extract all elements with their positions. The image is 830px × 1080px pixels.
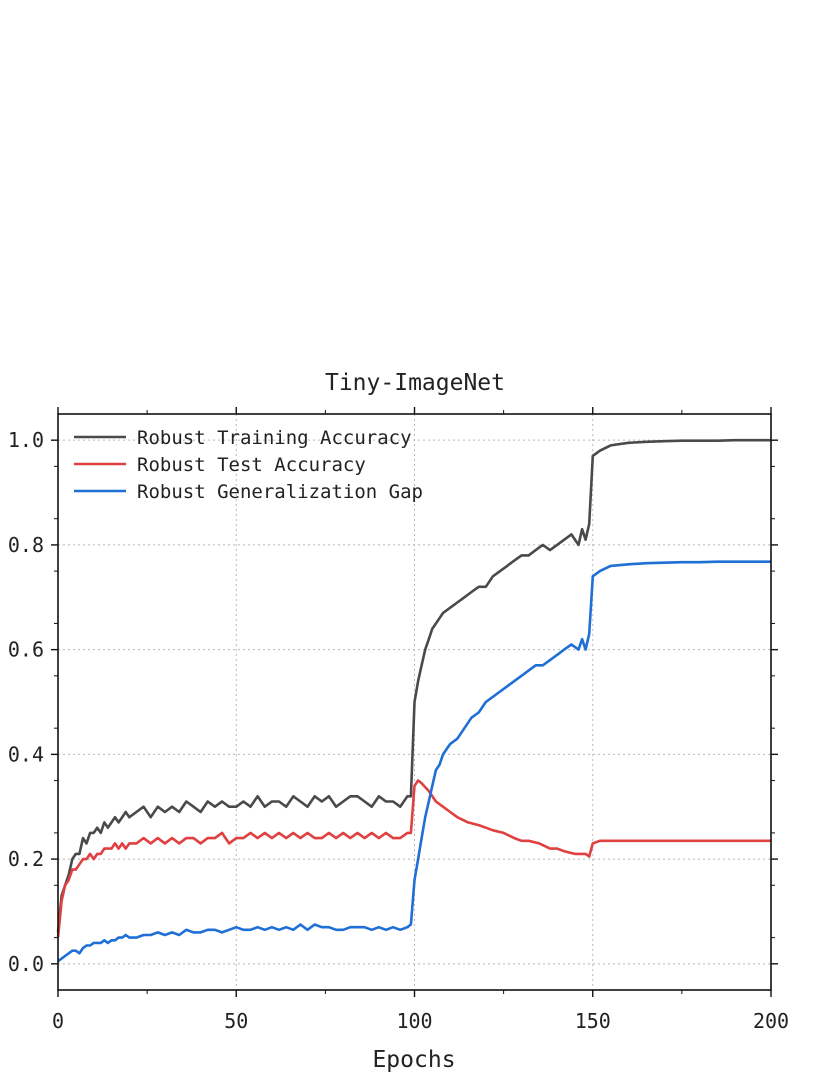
y-tick-label: 0.2 (8, 847, 44, 871)
x-axis-label: Epochs (372, 1047, 455, 1073)
series-lines (56, 438, 771, 963)
y-tick-label: 0.6 (8, 638, 44, 662)
training-accuracy-line (56, 438, 771, 933)
y-tick-label: 0.8 (8, 533, 44, 557)
x-tick-label: 50 (224, 1009, 248, 1033)
legend: Robust Training Accuracy Robust Test Accu… (74, 427, 423, 503)
x-tick-label: 100 (396, 1009, 432, 1033)
x-tick-label: 200 (753, 1009, 789, 1033)
generalization-gap-line (57, 560, 771, 963)
legend-label: Robust Test Accuracy (137, 454, 366, 476)
legend-label: Robust Training Accuracy (137, 427, 412, 449)
y-tick-label: 1.0 (8, 428, 44, 452)
legend-item-test: Robust Test Accuracy (74, 454, 366, 476)
x-tick-label: 0 (52, 1009, 64, 1033)
y-tick-label: 0.0 (8, 952, 44, 976)
chart-title: Tiny-ImageNet (325, 370, 505, 396)
legend-item-gap: Robust Generalization Gap (74, 481, 423, 503)
y-tick-label: 0.4 (8, 742, 44, 766)
legend-item-training: Robust Training Accuracy (74, 427, 412, 449)
test-accuracy-line (56, 779, 771, 938)
x-tick-label: 150 (575, 1009, 611, 1033)
axis-ticks: 0 50 100 150 200 0.0 0.2 0.4 0.6 0.8 1.0 (8, 407, 789, 1033)
legend-label: Robust Generalization Gap (137, 481, 423, 503)
